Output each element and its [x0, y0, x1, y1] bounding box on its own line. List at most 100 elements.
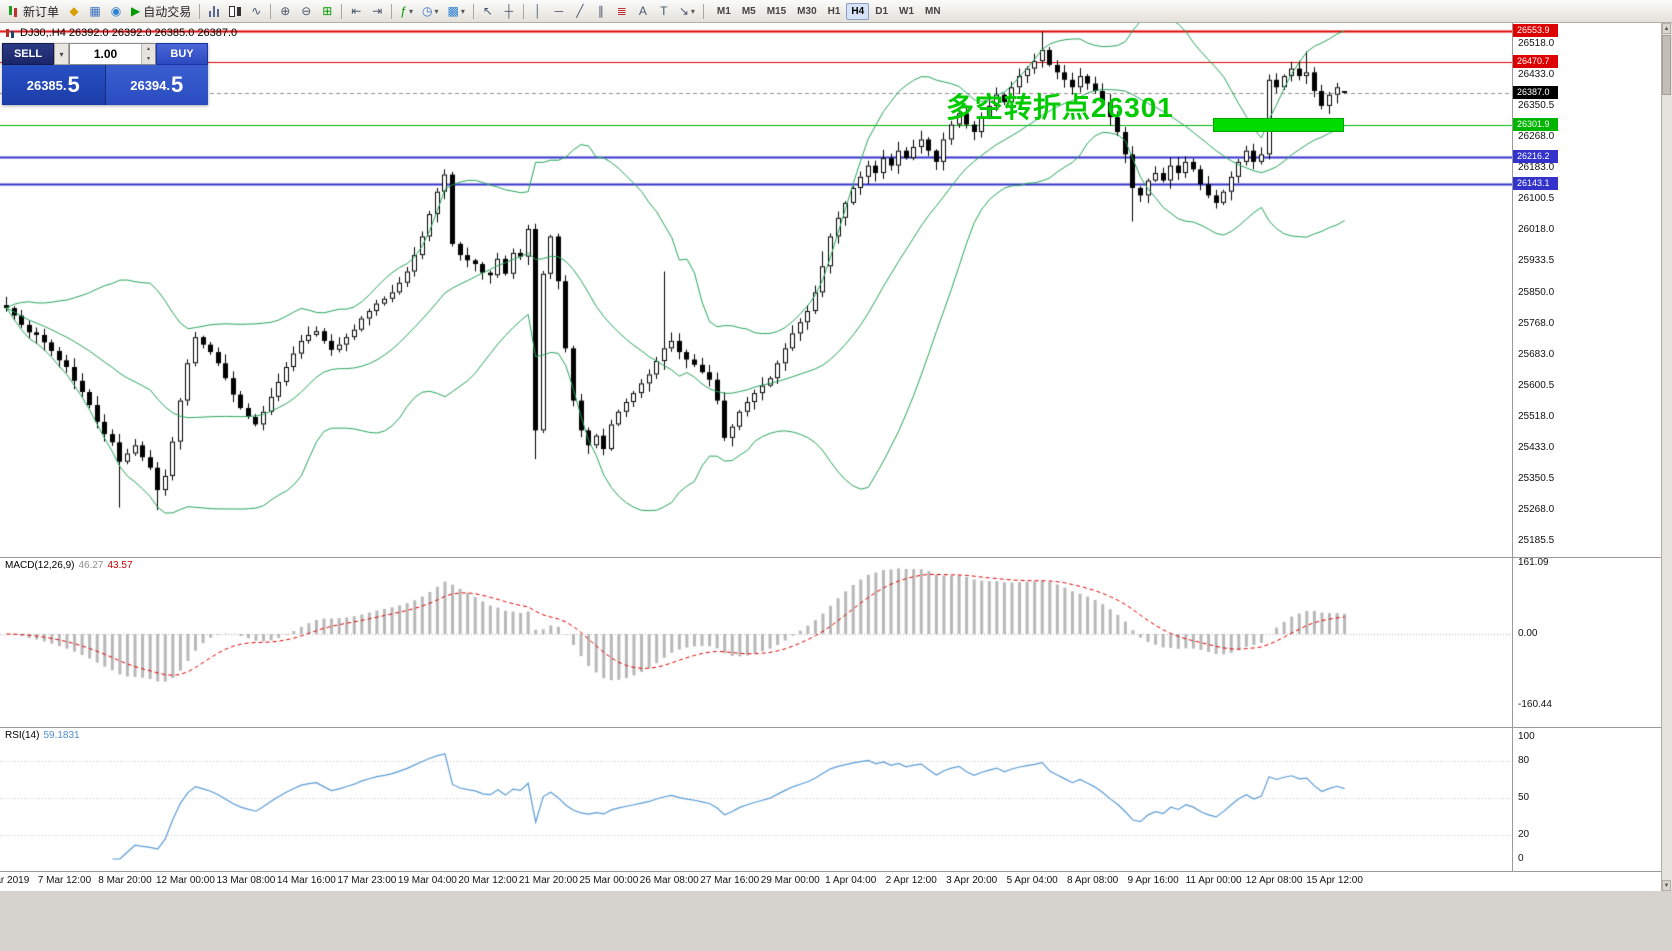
- bar-chart-style-button[interactable]: [204, 1, 224, 21]
- macd-axis-label: 0.00: [1518, 628, 1538, 639]
- date-axis-label: 20 Mar 12:00: [458, 875, 518, 886]
- navigator-button[interactable]: ◉: [106, 1, 126, 21]
- date-axis-label: 7 Mar 12:00: [37, 875, 92, 886]
- scroll-up-button[interactable]: ▲: [1662, 23, 1671, 34]
- periods-button[interactable]: ◷ ▾: [418, 1, 443, 21]
- data-window-button[interactable]: ▦: [85, 1, 105, 21]
- timeframe-mn-button[interactable]: MN: [920, 3, 946, 20]
- price-axis-label: 25683.0: [1518, 348, 1555, 360]
- date-axis-label: 27 Mar 16:00: [700, 875, 760, 886]
- horizontal-line-tool-button[interactable]: ─: [549, 1, 569, 21]
- line-chart-icon: ∿: [251, 4, 262, 18]
- date-axis-label: 15 Apr 12:00: [1306, 875, 1363, 886]
- price-level-badge: 26301.9: [1513, 118, 1558, 132]
- tile-windows-button[interactable]: ⊞: [317, 1, 337, 21]
- timeframe-h1-button[interactable]: H1: [823, 3, 846, 20]
- timeframe-w1-button[interactable]: W1: [894, 3, 919, 20]
- toolbar-separator: [702, 3, 704, 19]
- scroll-down-button[interactable]: ▼: [1662, 880, 1671, 891]
- rsi-indicator-canvas[interactable]: [0, 727, 1512, 871]
- rsi-name: RSI(14): [5, 730, 40, 741]
- indicators-button[interactable]: ƒ ▾: [396, 1, 417, 21]
- chart-shift-button[interactable]: ⇥: [367, 1, 387, 21]
- chevron-down-icon: ▾: [460, 6, 465, 16]
- chevron-down-icon: ▾: [690, 6, 695, 16]
- price-level-badge: 26470.7: [1513, 55, 1558, 69]
- toolbar-separator: [391, 3, 393, 19]
- vertical-line-tool-button[interactable]: │: [528, 1, 548, 21]
- text-tool-button[interactable]: A: [633, 1, 653, 21]
- new-order-label: 新订单: [23, 4, 60, 19]
- price-axis-label: 25933.5: [1518, 255, 1555, 267]
- new-order-icon: [7, 5, 20, 18]
- new-order-button[interactable]: 新订单: [3, 1, 63, 21]
- channel-tool-button[interactable]: ∥: [591, 1, 611, 21]
- timeframe-m15-button[interactable]: M15: [762, 3, 791, 20]
- date-axis-label: 9 Apr 16:00: [1127, 875, 1179, 886]
- autotrade-button[interactable]: ▶ 自动交易: [127, 1, 195, 21]
- chevron-down-icon: ▾: [434, 6, 439, 16]
- timeframe-h4-button[interactable]: H4: [846, 2, 870, 20]
- market-watch-button[interactable]: ◆: [64, 1, 84, 21]
- autotrade-play-icon: ▶: [131, 4, 141, 18]
- volume-increase-button[interactable]: ▲: [142, 44, 155, 54]
- tile-windows-icon: ⊞: [322, 4, 333, 18]
- volume-decrease-button[interactable]: ▼: [142, 54, 155, 64]
- data-window-icon: ▦: [89, 4, 101, 18]
- toolbar: 新订单 ◆ ▦ ◉ ▶ 自动交易 ∿ ⊕ ⊖ ⊞ ⇤ ⇥ ƒ ▾ ◷ ▾ ▩ ▾ ↖ …: [0, 0, 1672, 23]
- price-axis-label: 26433.0: [1518, 69, 1555, 81]
- zoom-in-button[interactable]: ⊕: [275, 1, 295, 21]
- volume-input[interactable]: [70, 44, 141, 64]
- zoom-out-button[interactable]: ⊖: [296, 1, 316, 21]
- panel-separator[interactable]: [0, 557, 1662, 558]
- price-axis-label: 26100.5: [1518, 193, 1555, 205]
- text-label-tool-button[interactable]: T: [654, 1, 674, 21]
- market-watch-icon: ◆: [69, 4, 79, 18]
- timeframe-m30-button[interactable]: M30: [792, 3, 821, 20]
- templates-button[interactable]: ▩ ▾: [443, 1, 468, 21]
- timeframe-m5-button[interactable]: M5: [737, 3, 761, 20]
- macd-indicator-canvas[interactable]: [0, 557, 1512, 727]
- scrollbar-thumb[interactable]: [1662, 35, 1671, 95]
- price-axis-label: 26183.0: [1518, 162, 1555, 174]
- order-options-button[interactable]: ▾: [54, 43, 69, 65]
- arrows-tool-button[interactable]: ↘ ▾: [675, 1, 699, 21]
- timeframe-m1-button[interactable]: M1: [712, 3, 736, 20]
- price-axis-label: 26518.0: [1518, 38, 1555, 49]
- auto-scroll-icon: ⇤: [351, 4, 362, 18]
- buy-price[interactable]: 26394. 5: [105, 65, 208, 105]
- candle-chart-icon: [229, 5, 242, 18]
- line-chart-style-button[interactable]: ∿: [246, 1, 266, 21]
- price-axis-label: 25768.0: [1518, 317, 1555, 329]
- trade-panel-top-row: SELL ▾ ▲ ▼ BUY: [2, 43, 208, 65]
- cursor-button[interactable]: ↖: [478, 1, 498, 21]
- auto-scroll-button[interactable]: ⇤: [346, 1, 366, 21]
- panel-separator[interactable]: [0, 727, 1662, 728]
- timeframe-toolbar: M1 M5 M15 M30 H1 H4 D1 W1 MN: [712, 2, 946, 20]
- sell-price[interactable]: 26385. 5: [2, 65, 106, 105]
- price-level-badge: 26387.0: [1513, 86, 1558, 100]
- templates-icon: ▩: [447, 4, 459, 18]
- channel-icon: ∥: [597, 4, 604, 18]
- crosshair-button[interactable]: ┼: [499, 1, 519, 21]
- timeframe-d1-button[interactable]: D1: [870, 3, 893, 20]
- price-axis-label: 25433.0: [1518, 441, 1555, 453]
- panel-separator: [0, 871, 1662, 872]
- date-axis-label: 21 Mar 20:00: [518, 875, 578, 886]
- date-axis-label: 14 Mar 16:00: [276, 875, 336, 886]
- fibonacci-tool-button[interactable]: ≣: [612, 1, 632, 21]
- turning-point-highlight[interactable]: [1213, 118, 1344, 132]
- rsi-axis-label: 50: [1518, 792, 1530, 803]
- sell-button[interactable]: SELL: [2, 43, 54, 65]
- price-axis-label: 26018.0: [1518, 224, 1555, 236]
- price-axis-label: 25350.5: [1518, 472, 1555, 484]
- price-level-badge: 26553.9: [1513, 24, 1558, 38]
- fibonacci-icon: ≣: [616, 4, 627, 18]
- autotrade-label: 自动交易: [143, 4, 192, 19]
- candle-chart-style-button[interactable]: [225, 1, 245, 21]
- buy-button[interactable]: BUY: [156, 43, 208, 65]
- vertical-scrollbar[interactable]: ▲ ▼: [1661, 23, 1672, 891]
- main-chart-canvas[interactable]: [0, 23, 1512, 557]
- trendline-tool-button[interactable]: ╱: [570, 1, 590, 21]
